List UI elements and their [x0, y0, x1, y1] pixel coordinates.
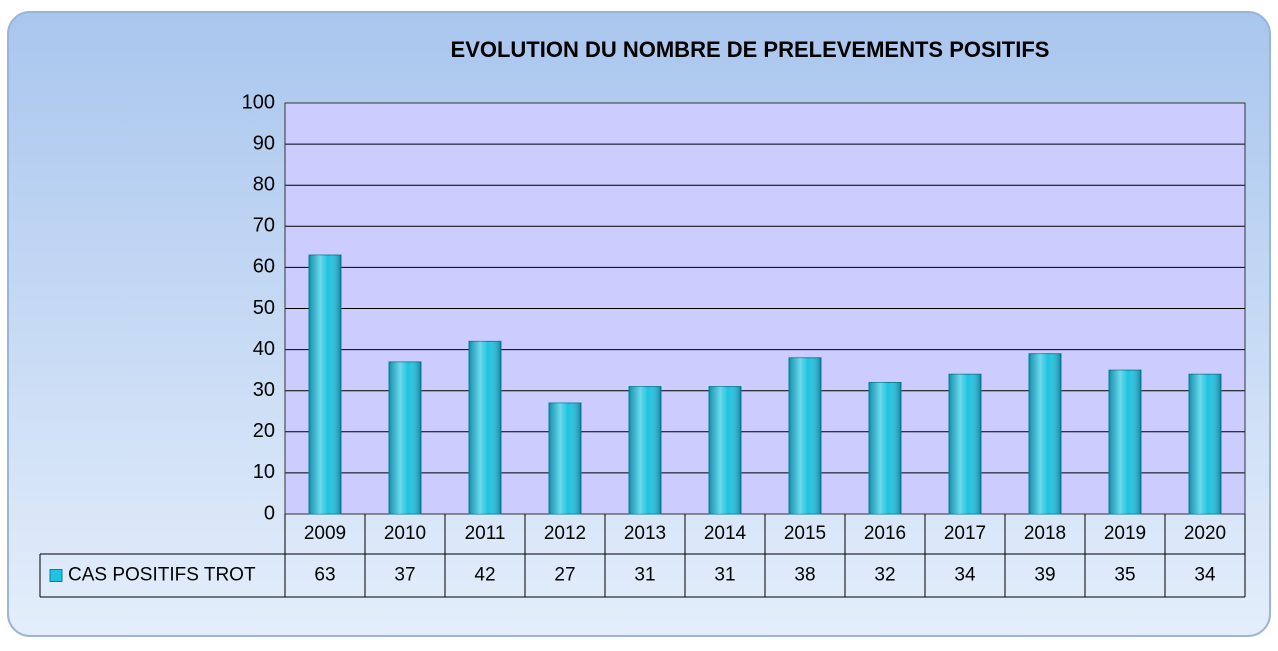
bar-shine — [629, 386, 661, 514]
bar-shine — [1029, 353, 1061, 514]
table-value: 27 — [554, 565, 575, 586]
x-tick-label: 2009 — [304, 523, 346, 544]
x-tick-label: 2016 — [864, 523, 906, 544]
y-tick-label: 50 — [253, 297, 275, 319]
y-tick-label: 40 — [253, 338, 275, 360]
table-value: 35 — [1114, 565, 1135, 586]
y-tick-label: 60 — [253, 256, 275, 278]
y-tick-label: 80 — [253, 173, 275, 195]
legend-marker — [49, 569, 63, 582]
y-tick-label: 100 — [242, 91, 275, 113]
x-tick-label: 2010 — [384, 523, 426, 544]
table-value: 42 — [474, 565, 495, 586]
bar-shine — [1189, 374, 1221, 514]
legend-label: CAS POSITIFS TROT — [68, 565, 256, 586]
table-value: 63 — [314, 565, 335, 586]
bar-shine — [789, 357, 821, 514]
table-value: 31 — [714, 565, 735, 586]
x-tick-label: 2020 — [1184, 523, 1226, 544]
bar-shine — [309, 255, 341, 514]
bar-shine — [1109, 370, 1141, 514]
table-value: 34 — [1194, 565, 1216, 586]
table-value: 37 — [394, 565, 415, 586]
y-tick-label: 30 — [253, 379, 275, 401]
x-tick-label: 2014 — [704, 523, 747, 544]
bar-shine — [469, 341, 501, 514]
table-value: 39 — [1034, 565, 1055, 586]
table-value: 34 — [954, 565, 976, 586]
x-tick-label: 2019 — [1104, 523, 1146, 544]
bar-shine — [949, 374, 981, 514]
bar-shine — [549, 403, 581, 514]
bar-shine — [869, 382, 901, 514]
y-tick-label: 10 — [253, 461, 275, 483]
y-tick-label: 90 — [253, 132, 275, 154]
bar-shine — [709, 386, 741, 514]
x-tick-label: 2018 — [1024, 523, 1066, 544]
x-tick-label: 2015 — [784, 523, 826, 544]
chart-title: EVOLUTION DU NOMBRE DE PRELEVEMENTS POSI… — [451, 37, 1050, 62]
x-tick-label: 2017 — [944, 523, 986, 544]
bar-shine — [389, 361, 421, 514]
table-value: 31 — [634, 565, 655, 586]
y-tick-label: 20 — [253, 420, 275, 442]
y-tick-label: 70 — [253, 215, 275, 237]
x-tick-label: 2013 — [624, 523, 666, 544]
table-value: 32 — [874, 565, 895, 586]
x-tick-label: 2012 — [544, 523, 586, 544]
x-tick-label: 2011 — [465, 523, 506, 544]
y-tick-label: 0 — [264, 502, 275, 524]
table-value: 38 — [794, 565, 815, 586]
